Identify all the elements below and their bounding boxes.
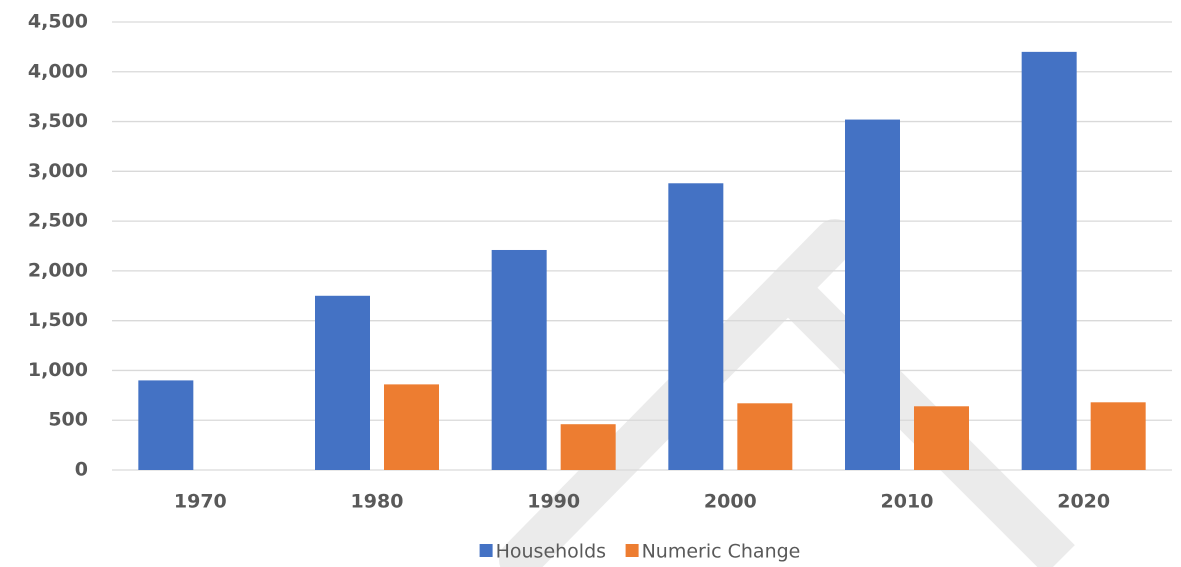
watermark xyxy=(499,219,1075,567)
bar xyxy=(491,249,547,470)
y-tick-label: 4,000 xyxy=(28,60,88,82)
y-tick-label: 2,500 xyxy=(28,210,88,232)
bar xyxy=(845,119,900,470)
bar xyxy=(668,183,724,470)
y-tick-label: 3,500 xyxy=(28,110,88,132)
y-tick-label: 0 xyxy=(75,459,88,481)
bar xyxy=(384,384,439,470)
x-tick-label: 2010 xyxy=(881,491,934,513)
y-tick-label: 1,000 xyxy=(28,359,88,381)
bar xyxy=(737,403,793,470)
x-tick-label: 2000 xyxy=(704,491,757,513)
y-tick-label: 2,000 xyxy=(28,259,88,281)
bar xyxy=(1021,51,1077,470)
y-tick-label: 4,500 xyxy=(28,11,88,33)
x-tick-label: 1980 xyxy=(351,491,404,513)
y-tick-label: 500 xyxy=(48,409,88,431)
bar xyxy=(914,406,969,470)
bar xyxy=(1090,402,1146,470)
y-tick-label: 1,500 xyxy=(28,309,88,331)
bar xyxy=(138,380,194,470)
legend-swatch xyxy=(625,544,639,557)
x-tick-label: 1990 xyxy=(527,491,580,513)
legend-label: Households xyxy=(496,541,606,563)
legend-swatch xyxy=(479,544,493,557)
x-tick-label: 1970 xyxy=(174,491,227,513)
bar xyxy=(560,424,616,470)
y-tick-label: 3,000 xyxy=(28,160,88,182)
x-tick-label: 2020 xyxy=(1057,491,1110,513)
bar xyxy=(315,295,370,470)
legend-label: Numeric Change xyxy=(642,541,801,563)
